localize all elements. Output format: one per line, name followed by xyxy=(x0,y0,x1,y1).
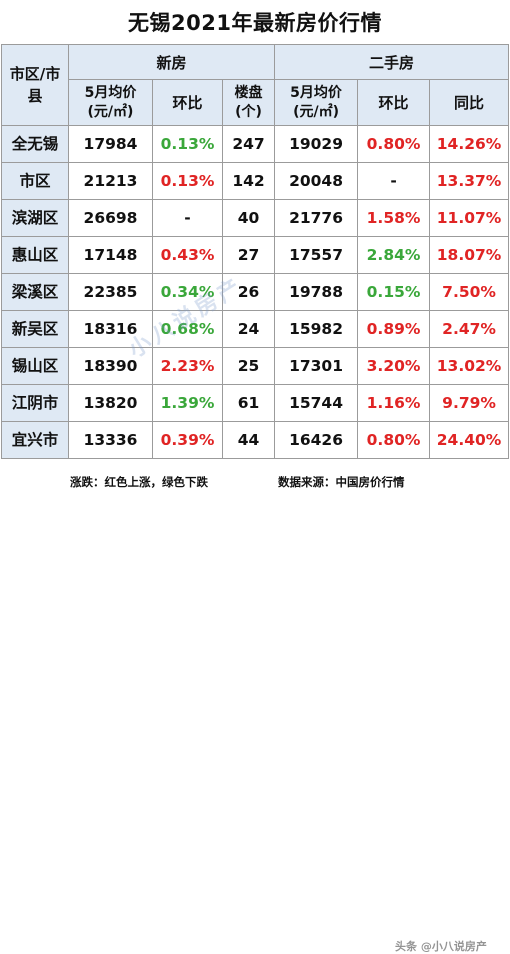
cell-sec-avg: 19029 xyxy=(274,125,359,163)
header-sec-avg: 5月均价 (元/㎡) xyxy=(274,79,359,126)
page-title: 无锡2021年最新房价行情 xyxy=(128,11,382,35)
cell-district: 全无锡 xyxy=(1,125,69,163)
cell-new-count: 27 xyxy=(221,236,276,274)
cell-sec-yoy: 2.47% xyxy=(429,310,510,348)
cell-new-mom: 0.39% xyxy=(152,421,223,459)
footer-legend: 涨跌：红色上涨，绿色下跌 xyxy=(70,475,208,489)
header-new-mom: 环比 xyxy=(152,79,223,126)
cell-sec-yoy: 11.07% xyxy=(429,199,510,237)
header-group-row: 市区/市县 新房 二手房 xyxy=(1,44,510,126)
table-row: 江阴市 13820 1.39% 61 15744 1.16% 9.79% xyxy=(1,384,510,422)
header-new-house: 新房 xyxy=(67,44,276,80)
cell-district: 梁溪区 xyxy=(1,273,69,311)
cell-sec-avg: 17301 xyxy=(274,347,359,385)
cell-district: 惠山区 xyxy=(1,236,69,274)
cell-district: 宜兴市 xyxy=(1,421,69,459)
cell-district: 新吴区 xyxy=(1,310,69,348)
cell-new-mom: 0.68% xyxy=(152,310,223,348)
cell-new-avg: 17984 xyxy=(68,125,153,163)
cell-new-count: 247 xyxy=(221,125,276,163)
cell-sec-yoy: 9.79% xyxy=(429,384,510,422)
cell-sec-avg: 15982 xyxy=(274,310,359,348)
cell-new-avg: 13820 xyxy=(68,384,153,422)
cell-new-mom: 2.23% xyxy=(152,347,223,385)
cell-new-count: 40 xyxy=(221,199,276,237)
header-new-avg: 5月均价 (元/㎡) xyxy=(68,79,153,126)
cell-sec-mom: - xyxy=(357,162,431,200)
cell-sec-mom: 2.84% xyxy=(357,236,431,274)
cell-sec-avg: 21776 xyxy=(274,199,359,237)
cell-district: 市区 xyxy=(1,162,69,200)
cell-district: 江阴市 xyxy=(1,384,69,422)
cell-sec-avg: 17557 xyxy=(274,236,359,274)
header-sec-mom: 环比 xyxy=(357,79,431,126)
cell-sec-avg: 20048 xyxy=(274,162,359,200)
table-row: 新吴区 18316 0.68% 24 15982 0.89% 2.47% xyxy=(1,310,510,348)
cell-sec-avg: 19788 xyxy=(274,273,359,311)
cell-new-avg: 13336 xyxy=(68,421,153,459)
cell-sec-yoy: 14.26% xyxy=(429,125,510,163)
cell-new-count: 142 xyxy=(221,162,276,200)
cell-sec-yoy: 24.40% xyxy=(429,421,510,459)
footer: 涨跌：红色上涨，绿色下跌 数据来源：中国房价行情 头条 @小八说房产 xyxy=(0,466,510,953)
cell-new-avg: 18390 xyxy=(68,347,153,385)
header-sec-avg-label: 5月均价 (元/㎡) xyxy=(290,84,342,120)
cell-sec-avg: 16426 xyxy=(274,421,359,459)
table-row: 梁溪区 22385 0.34% 26 19788 0.15% 7.50% xyxy=(1,273,510,311)
cell-sec-yoy: 13.02% xyxy=(429,347,510,385)
cell-new-count: 61 xyxy=(221,384,276,422)
header-sec-yoy: 同比 xyxy=(429,79,510,126)
table-body: 全无锡 17984 0.13% 247 19029 0.80% 14.26% 市区 21213 0… xyxy=(1,125,510,459)
header-district: 市区/市县 xyxy=(1,44,69,126)
cell-new-count: 24 xyxy=(221,310,276,348)
cell-sec-yoy: 13.37% xyxy=(429,162,510,200)
cell-sec-mom: 0.89% xyxy=(357,310,431,348)
cell-sec-mom: 1.16% xyxy=(357,384,431,422)
price-table-document: 无锡2021年最新房价行情 市区/市县 新房 二手房 5月均价 (元/㎡) 环比… xyxy=(0,11,510,953)
table-row: 市区 21213 0.13% 142 20048-13.37% xyxy=(1,162,510,200)
cell-new-count: 44 xyxy=(221,421,276,459)
header-new-count: 楼盘 (个) xyxy=(221,79,276,126)
header-second-hand: 二手房 xyxy=(274,44,510,80)
cell-new-mom: 1.39% xyxy=(152,384,223,422)
footer-watermark: 头条 @小八说房产 xyxy=(395,940,487,953)
cell-new-mom: - xyxy=(152,199,223,237)
price-table: 市区/市县 新房 二手房 5月均价 (元/㎡) 环比 楼盘 (个) 5月均价 (… xyxy=(1,44,510,459)
header-new-count-label: 楼盘 (个) xyxy=(234,84,263,120)
header-sub-row: 5月均价 (元/㎡) 环比 楼盘 (个) 5月均价 (元/㎡) 环比 同比 xyxy=(2,79,510,126)
cell-new-avg: 22385 xyxy=(68,273,153,311)
cell-new-mom: 0.13% xyxy=(152,125,223,163)
cell-district: 滨湖区 xyxy=(1,199,69,237)
cell-new-avg: 21213 xyxy=(68,162,153,200)
cell-sec-mom: 0.80% xyxy=(357,125,431,163)
table-row: 锡山区 18390 2.23% 25 17301 3.20% 13.02% xyxy=(1,347,510,385)
cell-sec-mom: 1.58% xyxy=(357,199,431,237)
table-row: 全无锡 17984 0.13% 247 19029 0.80% 14.26% xyxy=(1,125,510,163)
cell-sec-mom: 3.20% xyxy=(357,347,431,385)
table-row: 惠山区 17148 0.43% 27 17557 2.84% 18.07% xyxy=(1,236,510,274)
header-district-label: 市区/市县 xyxy=(9,65,61,105)
cell-new-mom: 0.43% xyxy=(152,236,223,274)
cell-sec-avg: 15744 xyxy=(274,384,359,422)
header-new-avg-label: 5月均价 (元/㎡) xyxy=(84,84,137,120)
table-row: 滨湖区 26698-40 21776 1.58% 11.07% xyxy=(1,199,510,237)
cell-sec-mom: 0.80% xyxy=(357,421,431,459)
cell-sec-mom: 0.15% xyxy=(357,273,431,311)
cell-new-mom: 0.34% xyxy=(152,273,223,311)
footer-source: 数据来源：中国房价行情 xyxy=(278,475,405,489)
cell-new-count: 25 xyxy=(221,347,276,385)
cell-new-mom: 0.13% xyxy=(152,162,223,200)
cell-sec-yoy: 7.50% xyxy=(429,273,510,311)
cell-sec-yoy: 18.07% xyxy=(429,236,510,274)
cell-new-avg: 26698 xyxy=(68,199,153,237)
cell-new-avg: 17148 xyxy=(68,236,153,274)
cell-district: 锡山区 xyxy=(1,347,69,385)
table-row: 宜兴市 13336 0.39% 44 16426 0.80% 24.40% xyxy=(1,421,510,459)
cell-new-count: 26 xyxy=(221,273,276,311)
cell-new-avg: 18316 xyxy=(68,310,153,348)
